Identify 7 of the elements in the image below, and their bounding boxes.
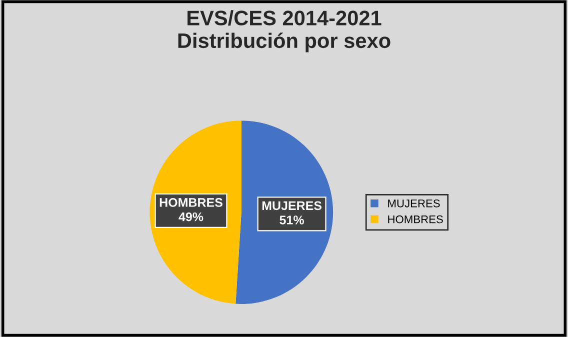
legend-label: HOMBRES	[388, 215, 443, 224]
data-label: 51%	[280, 216, 304, 224]
slice-label: HOMBRES	[160, 198, 222, 207]
chart-title: EVS/CES 2014-2021 Distribución por sexo	[178, 10, 390, 52]
slice-label: MUJERES	[262, 201, 322, 210]
data-label: 49%	[178, 212, 204, 222]
legend-label: MUJERES	[388, 199, 440, 208]
